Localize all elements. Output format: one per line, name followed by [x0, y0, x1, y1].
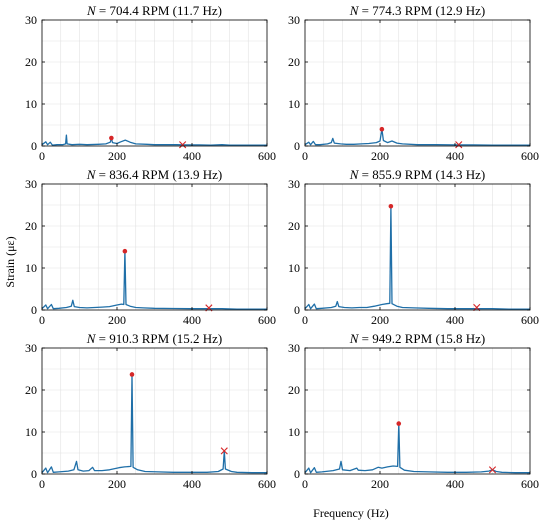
harmonic-marker — [220, 447, 228, 455]
chart-title: N = 836.4 RPM (13.9 Hz) — [86, 167, 223, 182]
chart-title-text: = 949.2 RPM (15.8 Hz) — [358, 331, 485, 346]
x-tick-label: 0 — [39, 477, 45, 491]
chart-panel-3: 0 200 400 600 0 10 20 30 N = 836.4 RPM (13.9 Hz) — [25, 167, 276, 327]
y-tick-label: 30 — [288, 13, 300, 27]
x-tick-label: 600 — [258, 477, 276, 491]
x-tick-label: 200 — [108, 477, 126, 491]
harmonic-marker-stroke — [455, 141, 463, 149]
plot-frame — [41, 183, 268, 311]
y-axis-label: Strain (με) — [3, 236, 17, 287]
y-tick-label: 10 — [288, 425, 300, 439]
y-tick-label: 10 — [288, 97, 300, 111]
y-tick-label: 0 — [31, 467, 37, 481]
y-tick-label: 20 — [25, 219, 37, 233]
chart-title: N = 855.9 RPM (14.3 Hz) — [349, 167, 486, 182]
x-tick-label: 600 — [258, 149, 276, 163]
y-tick-label: 10 — [25, 261, 37, 275]
x-tick-label: 400 — [446, 313, 464, 327]
harmonic-marker-stroke — [220, 447, 228, 455]
harmonic-marker — [179, 141, 187, 149]
x-tick-label: 200 — [108, 149, 126, 163]
x-tick-label: 0 — [302, 477, 308, 491]
y-tick-label: 0 — [31, 303, 37, 317]
chart-title-variable: N — [349, 3, 360, 18]
chart-title-text: = 910.3 RPM (15.2 Hz) — [95, 331, 222, 346]
x-tick-label: 600 — [521, 477, 539, 491]
chart-title-variable: N — [349, 167, 360, 182]
harmonic-marker — [455, 141, 463, 149]
plot-frame — [304, 347, 531, 475]
x-tick-label: 400 — [446, 149, 464, 163]
chart-title-text: = 704.4 RPM (11.7 Hz) — [96, 3, 222, 18]
peak-marker — [388, 203, 394, 209]
y-tick-label: 10 — [25, 425, 37, 439]
x-tick-label: 400 — [183, 477, 201, 491]
x-tick-label: 400 — [183, 313, 201, 327]
peak-marker — [379, 126, 385, 132]
x-tick-label: 0 — [39, 313, 45, 327]
x-tick-label: 200 — [371, 313, 389, 327]
x-tick-label: 400 — [446, 477, 464, 491]
x-tick-label: 600 — [521, 149, 539, 163]
chart-panel-1: 0 200 400 600 0 10 20 30 N = 704.4 RPM (11.7 Hz) — [25, 3, 276, 163]
y-tick-label: 30 — [288, 177, 300, 191]
y-tick-label: 20 — [288, 55, 300, 69]
chart-title-text: = 774.3 RPM (12.9 Hz) — [358, 3, 485, 18]
harmonic-marker — [488, 466, 497, 474]
chart-title-variable: N — [86, 167, 97, 182]
spectrum-line — [304, 128, 530, 146]
harmonic-marker-stroke — [488, 466, 497, 474]
y-tick-label: 30 — [25, 13, 37, 27]
x-tick-label: 600 — [258, 313, 276, 327]
harmonic-marker-stroke — [179, 141, 187, 149]
chart-title-variable: N — [86, 331, 97, 346]
chart-title: N = 774.3 RPM (12.9 Hz) — [349, 3, 486, 18]
plot-frame — [304, 183, 531, 311]
y-tick-label: 20 — [288, 219, 300, 233]
x-tick-label: 600 — [521, 313, 539, 327]
chart-title: N = 949.2 RPM (15.8 Hz) — [349, 331, 486, 346]
y-tick-label: 10 — [25, 97, 37, 111]
chart-title-text: = 855.9 RPM (14.3 Hz) — [358, 167, 485, 182]
peak-marker — [109, 135, 114, 141]
plot-frame — [41, 19, 268, 147]
spectrum-line — [304, 205, 530, 310]
chart-panel-6: 0 200 400 600 0 10 20 30 N = 949.2 RPM (15.8 Hz) — [288, 331, 539, 491]
plot-frame — [41, 347, 268, 475]
x-tick-label: 0 — [302, 313, 308, 327]
x-tick-label: 0 — [39, 149, 45, 163]
x-tick-label: 200 — [108, 313, 126, 327]
y-tick-label: 0 — [294, 303, 300, 317]
y-tick-label: 30 — [288, 341, 300, 355]
y-tick-label: 20 — [288, 383, 300, 397]
x-tick-label: 200 — [371, 149, 389, 163]
y-tick-label: 20 — [25, 383, 37, 397]
y-tick-label: 30 — [25, 177, 37, 191]
x-axis-label: Frequency (Hz) — [313, 506, 389, 520]
chart-panel-4: 0 200 400 600 0 10 20 30 N = 855.9 RPM (14.3 Hz) — [288, 167, 539, 327]
spectrum-line — [304, 422, 530, 474]
chart-panel-2: 0 200 400 600 0 10 20 30 N = 774.3 RPM (12.9 Hz) — [288, 3, 539, 163]
chart-title-variable: N — [349, 331, 360, 346]
x-tick-label: 0 — [302, 149, 308, 163]
x-tick-label: 400 — [183, 149, 201, 163]
spectrum-line — [41, 373, 267, 474]
y-tick-label: 30 — [25, 341, 37, 355]
peak-marker — [122, 248, 128, 254]
peak-marker — [129, 372, 135, 377]
peak-marker — [396, 421, 402, 426]
y-tick-label: 0 — [294, 467, 300, 481]
y-tick-label: 0 — [31, 139, 37, 153]
plot-frame — [304, 19, 531, 147]
y-tick-label: 0 — [294, 139, 300, 153]
x-tick-label: 200 — [371, 477, 389, 491]
chart-title-variable: N — [86, 3, 97, 18]
y-tick-label: 10 — [288, 261, 300, 275]
chart-title: N = 910.3 RPM (15.2 Hz) — [86, 331, 223, 346]
chart-title-text: = 836.4 RPM (13.9 Hz) — [95, 167, 222, 182]
chart-panel-5: 0 200 400 600 0 10 20 30 N = 910.3 RPM (15.2 Hz) — [25, 331, 276, 491]
y-tick-label: 20 — [25, 55, 37, 69]
chart-title: N = 704.4 RPM (11.7 Hz) — [86, 3, 222, 18]
